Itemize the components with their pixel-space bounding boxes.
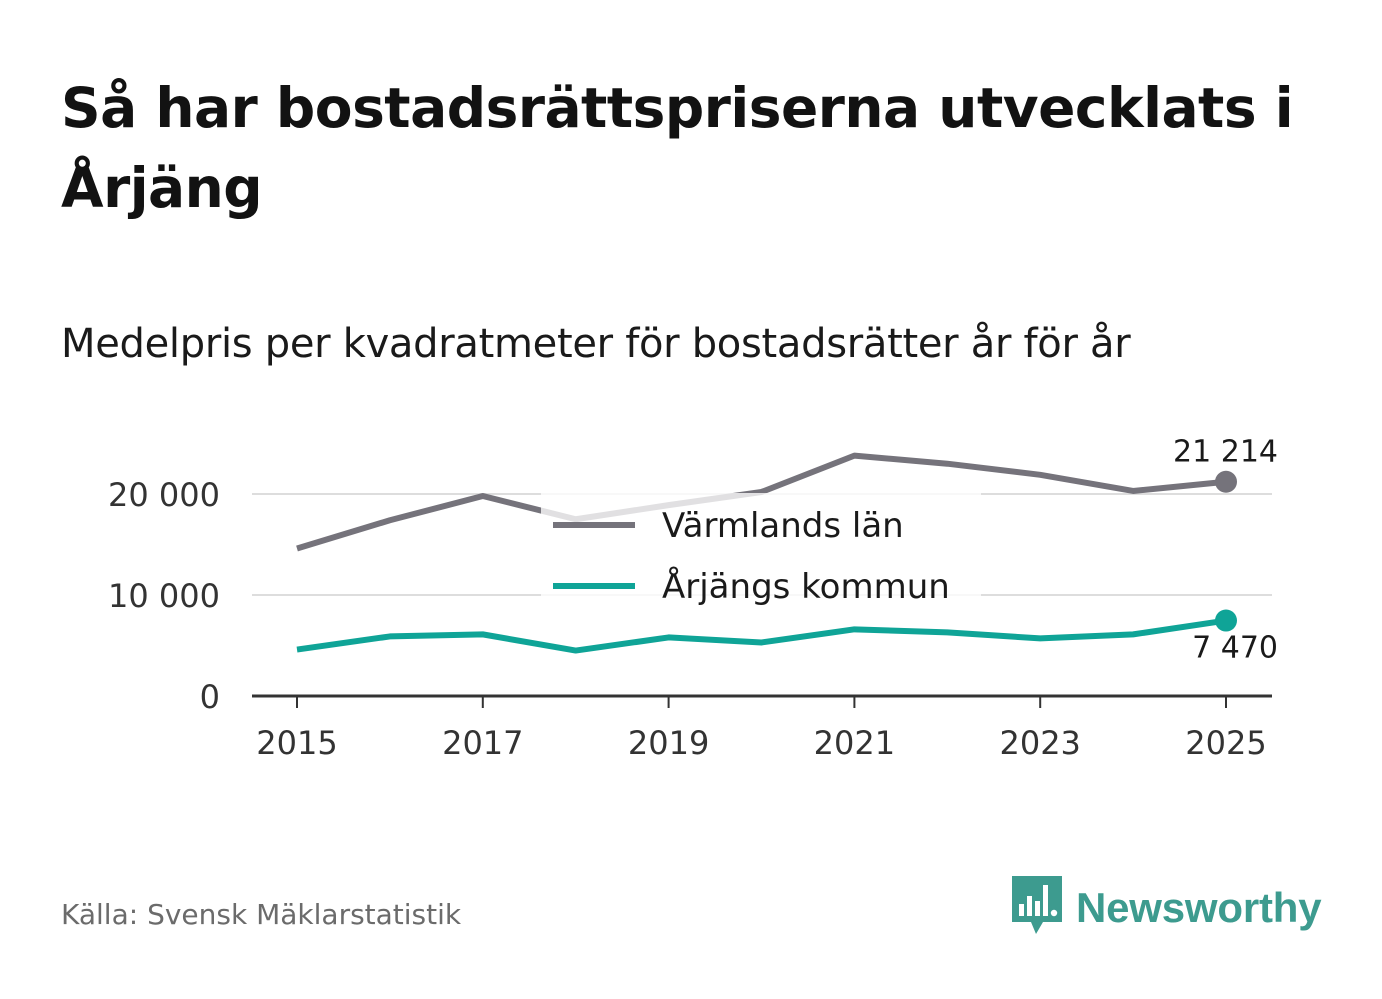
newsworthy-logo-icon <box>1010 874 1064 942</box>
end-point-marker <box>1215 470 1237 493</box>
end-point-marker <box>1215 609 1237 632</box>
chart-title: Så har bostadsrättspriserna utvecklats i… <box>61 76 1294 220</box>
x-tick-label: 2023 <box>999 724 1080 762</box>
source-note: Källa: Svensk Mäklarstatistik <box>61 898 462 931</box>
brand-name: Newsworthy <box>1076 884 1322 931</box>
x-tick-label: 2015 <box>256 724 337 762</box>
y-tick-label: 20 000 <box>108 476 220 514</box>
y-tick-label: 0 <box>200 678 220 716</box>
newsworthy-logo: Newsworthy <box>1010 874 1322 942</box>
legend-background <box>541 493 981 614</box>
end-value-label: 21 214 <box>1173 435 1278 470</box>
x-tick-label: 2019 <box>628 724 709 762</box>
series-line-1 <box>296 617 1227 654</box>
end-value-label: 7 470 <box>1192 631 1278 666</box>
x-tick-label: 2017 <box>442 724 523 762</box>
x-tick-label: 2025 <box>1185 724 1266 762</box>
y-tick-label: 10 000 <box>108 577 220 615</box>
chart-subtitle: Medelpris per kvadratmeter för bostadsrä… <box>61 321 1131 367</box>
legend-label: Årjängs kommun <box>662 566 950 607</box>
series-line-0 <box>296 452 1227 552</box>
legend-label: Värmlands län <box>662 506 904 546</box>
x-tick-label: 2021 <box>814 724 895 762</box>
